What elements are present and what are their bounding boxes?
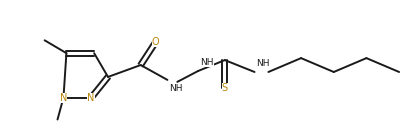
Text: NH: NH [200,58,214,67]
Text: O: O [152,37,159,47]
Text: N: N [60,93,67,103]
Text: NH: NH [169,84,183,93]
Text: N: N [87,93,95,103]
Text: NH: NH [257,59,270,68]
Text: S: S [222,83,228,93]
